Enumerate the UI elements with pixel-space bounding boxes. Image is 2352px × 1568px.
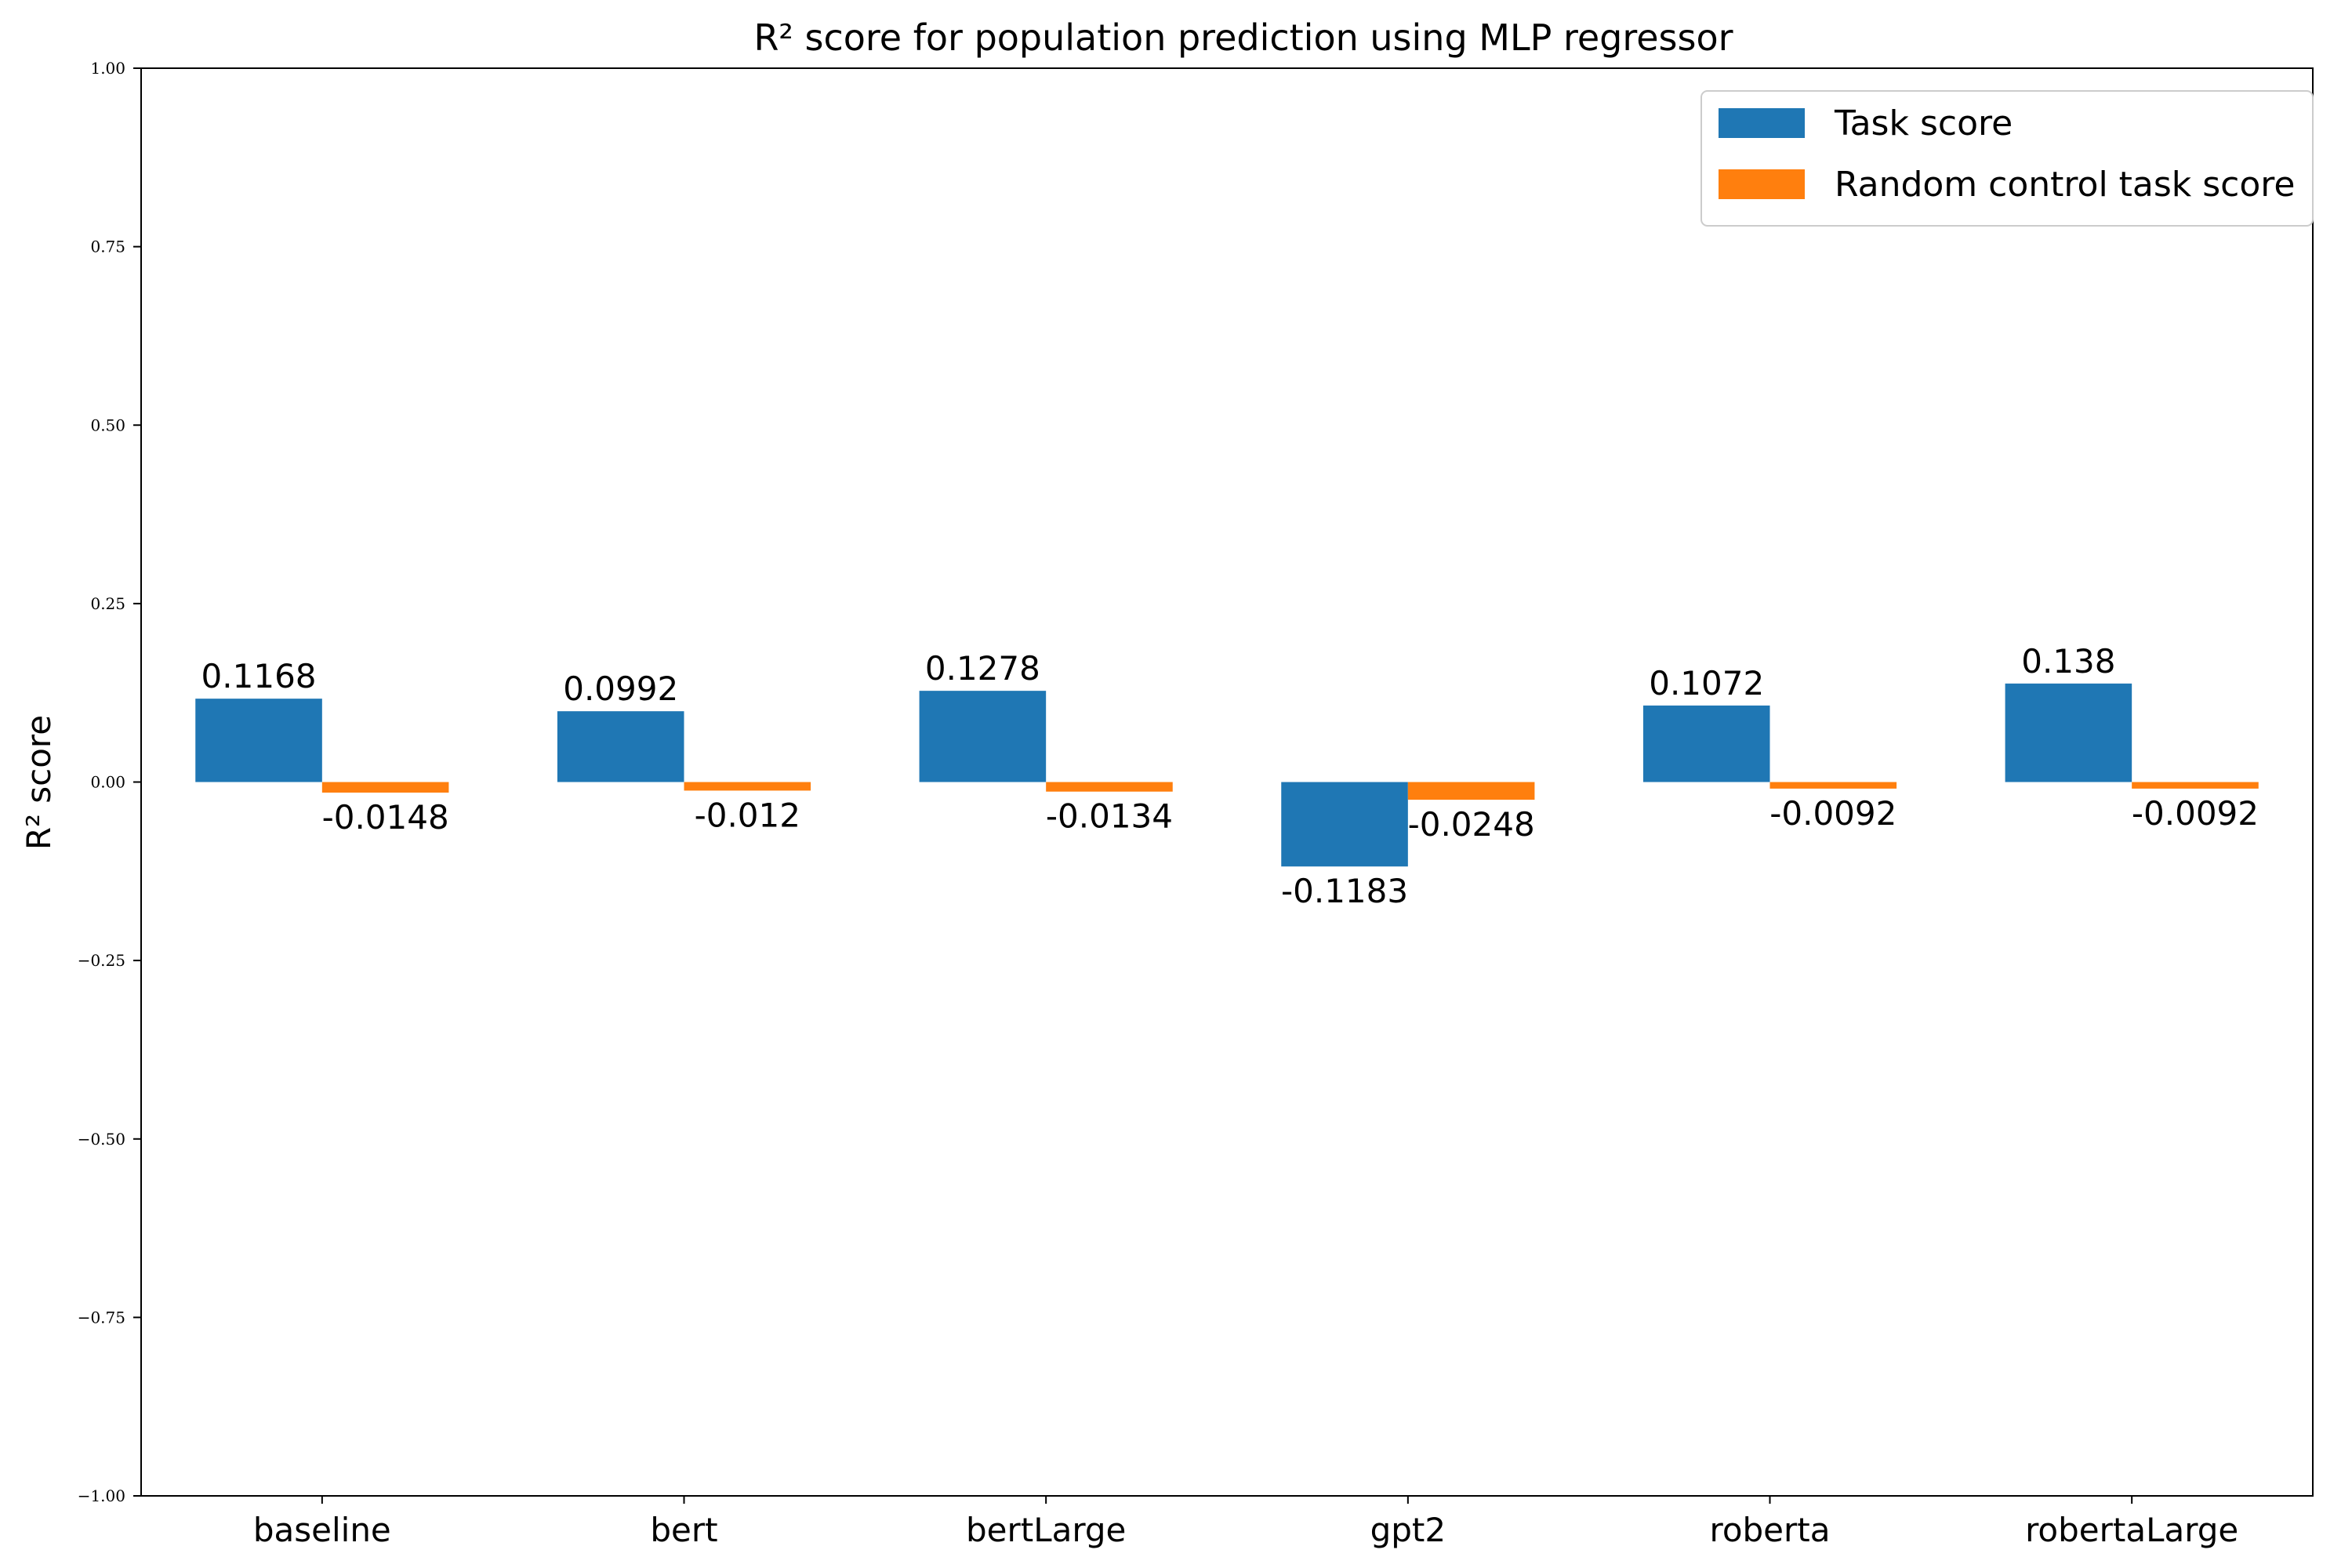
data-label-control-robertaLarge: -0.0092: [2132, 794, 2259, 833]
x-tick-label-robertaLarge: robertaLarge: [2025, 1511, 2238, 1549]
x-tick-label-bertLarge: bertLarge: [966, 1511, 1126, 1549]
x-tick-label-bert: bert: [650, 1511, 717, 1549]
legend-swatch-control: [1719, 169, 1805, 199]
y-tick-label: 1.00: [90, 59, 125, 78]
y-tick-label: 0.25: [90, 594, 125, 613]
y-axis-label: R² score: [20, 715, 58, 850]
legend-box: [1700, 90, 2314, 227]
legend: Task score Random control task score: [1700, 90, 2314, 227]
bar-task-robertaLarge: [2005, 683, 2132, 782]
y-tick-label: 0.75: [90, 238, 125, 256]
data-label-task-bertLarge: 0.1278: [925, 649, 1040, 688]
bar-task-roberta: [1642, 705, 1770, 782]
bar-control-bertLarge: [1046, 782, 1173, 792]
bar-control-baseline: [321, 782, 449, 793]
x-tick-label-roberta: roberta: [1709, 1511, 1830, 1549]
legend-label-control: Random control task score: [1835, 165, 2296, 205]
data-label-control-bert: -0.012: [695, 796, 800, 834]
bar-control-bert: [684, 782, 811, 791]
data-label-control-bertLarge: -0.0134: [1046, 797, 1173, 836]
bar-control-gpt2: [1407, 782, 1535, 800]
y-tick-label: −0.50: [78, 1130, 125, 1149]
data-label-task-roberta: 0.1072: [1649, 664, 1764, 702]
data-label-task-robertaLarge: 0.138: [2021, 642, 2115, 681]
legend-label-task: Task score: [1834, 103, 2013, 143]
y-tick-label: −0.75: [78, 1308, 125, 1327]
data-label-task-gpt2: -0.1183: [1281, 872, 1408, 910]
y-tick-label: 0.00: [90, 773, 125, 792]
bar-task-bertLarge: [919, 691, 1047, 782]
data-label-task-baseline: 0.1168: [201, 657, 317, 695]
data-label-control-baseline: -0.0148: [322, 798, 449, 837]
plot-area: 0.1168 0.0992 0.1278 -0.1183 0.1072 0.138 -0.0…: [78, 59, 2314, 1549]
y-tick-label: −0.25: [78, 951, 125, 970]
chart-title: R² score for population prediction using…: [753, 16, 1733, 59]
bar-task-gpt2: [1281, 782, 1408, 867]
bar-task-bert: [557, 711, 684, 782]
x-tick-label-baseline: baseline: [253, 1511, 391, 1549]
bar-task-baseline: [195, 699, 322, 782]
legend-swatch-task: [1719, 108, 1805, 138]
y-tick-label: 0.50: [90, 416, 125, 434]
data-label-task-bert: 0.0992: [563, 670, 678, 708]
y-tick-label: −1.00: [78, 1486, 125, 1505]
data-label-control-roberta: -0.0092: [1769, 794, 1896, 833]
x-tick-label-gpt2: gpt2: [1370, 1511, 1446, 1549]
bar-control-robertaLarge: [2132, 782, 2259, 789]
bar-control-roberta: [1769, 782, 1897, 789]
data-label-control-gpt2: -0.0248: [1408, 805, 1535, 844]
